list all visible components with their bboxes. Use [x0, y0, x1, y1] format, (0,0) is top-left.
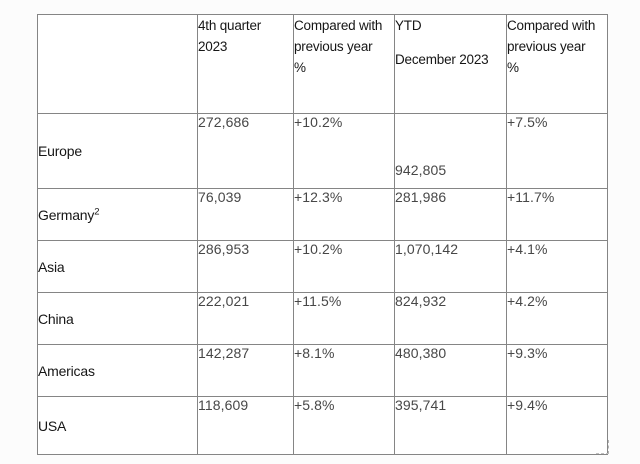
regional-sales-table: 4th quarter 2023 Compared with previous … [37, 14, 608, 455]
table-row-china: China 222,021 +11.5% 824,932 +4.2% [37, 292, 608, 345]
value-cell-ytd: 480,380 [394, 344, 507, 397]
header-line: previous year [507, 39, 586, 54]
region-label: Americas [38, 362, 95, 379]
value-cell-q4: 76,039 [197, 188, 294, 241]
value-cell-ytd-yoy: +9.4% [506, 396, 608, 455]
region-label: Germany [38, 206, 95, 223]
value-cell-ytd-yoy: +11.7% [506, 188, 608, 241]
table-row-asia: Asia 286,953 +10.2% 1,070,142 +4.1% [37, 240, 608, 293]
header-line: % [507, 60, 519, 75]
value-cell-q4-yoy: +5.8% [293, 396, 395, 455]
header-line: previous year [294, 39, 373, 54]
value-cell-ytd-yoy: +4.2% [506, 292, 608, 345]
region-label: China [38, 310, 74, 327]
header-line: Compared with [507, 18, 596, 33]
value-cell-ytd-yoy: +4.1% [506, 240, 608, 293]
row-label-americas: Americas [37, 344, 198, 397]
header-line: 4th quarter [198, 18, 262, 33]
col-header-ytd-yoy: Compared with previous year % [506, 14, 608, 114]
sales-table-container: 4th quarter 2023 Compared with previous … [37, 14, 608, 455]
table-row-americas: Americas 142,287 +8.1% 480,380 +9.3% [37, 344, 608, 397]
row-label-china: China [37, 292, 198, 345]
table-row-usa: USA 118,609 +5.8% 395,741 +9.4% [37, 396, 608, 455]
value-cell-q4-yoy: +8.1% [293, 344, 395, 397]
header-line: December 2023 [395, 52, 489, 67]
value-cell-q4: 142,287 [197, 344, 294, 397]
header-line: 2023 [198, 39, 228, 54]
region-label: Europe [38, 143, 82, 159]
header-line: YTD [395, 18, 422, 33]
value-cell-q4: 118,609 [197, 396, 294, 455]
value-cell-ytd-yoy: +7.5% [506, 113, 608, 189]
footnote-superscript: 2 [94, 205, 100, 217]
header-row: 4th quarter 2023 Compared with previous … [37, 14, 608, 114]
corner-header-cell [37, 14, 198, 114]
table-row-germany: Germany2 76,039 +12.3% 281,986 +11.7% [37, 188, 608, 241]
col-header-q4-yoy: Compared with previous year % [293, 14, 395, 114]
col-header-q4-2023: 4th quarter 2023 [197, 14, 294, 114]
value-cell-ytd: 942,805 [394, 113, 507, 189]
value-cell-q4-yoy: +10.2% [293, 240, 395, 293]
col-header-ytd-dec-2023: YTD December 2023 [394, 14, 507, 114]
row-label-usa: USA [37, 396, 198, 455]
value-cell-q4: 222,021 [197, 292, 294, 345]
value-cell-q4: 286,953 [197, 240, 294, 293]
table-row-europe: Europe 272,686 +10.2% 942,805 +7.5% [37, 113, 608, 189]
row-label-germany: Germany2 [37, 188, 198, 241]
crop-selection-artifact [596, 440, 609, 454]
value-cell-q4-yoy: +11.5% [293, 292, 395, 345]
value-cell-q4-yoy: +12.3% [293, 188, 395, 241]
row-label-europe: Europe [37, 113, 198, 189]
value-cell-ytd: 824,932 [394, 292, 507, 345]
row-label-asia: Asia [37, 240, 198, 293]
value-cell-ytd: 1,070,142 [394, 240, 507, 293]
region-label: USA [38, 417, 67, 434]
value-cell-ytd: 395,741 [394, 396, 507, 455]
header-line: Compared with [294, 18, 383, 33]
value-cell-q4: 272,686 [197, 113, 294, 189]
value-cell-ytd-yoy: +9.3% [506, 344, 608, 397]
region-label: Asia [38, 258, 65, 275]
value-cell-q4-yoy: +10.2% [293, 113, 395, 189]
header-line: % [294, 60, 306, 75]
value-cell-ytd: 281,986 [394, 188, 507, 241]
